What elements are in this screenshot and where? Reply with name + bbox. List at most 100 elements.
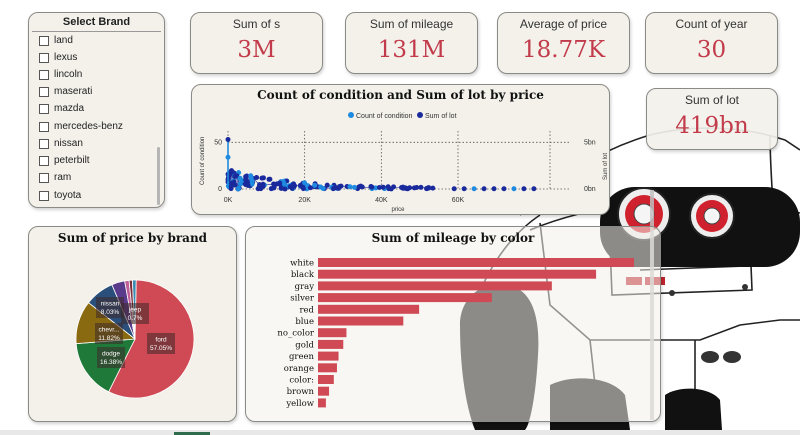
checkbox[interactable] (39, 155, 49, 166)
pie-label-name: nissan (101, 301, 120, 308)
checkbox[interactable] (39, 35, 49, 46)
page-tab-active[interactable] (174, 432, 210, 435)
scatter-chart: Count of condition Sum of lot Count of c… (200, 112, 609, 213)
data-point (511, 186, 517, 192)
slicer-item-label: ram (54, 172, 72, 183)
kpi-value: 30 (696, 37, 727, 63)
checkbox[interactable] (39, 190, 49, 201)
slicer-item[interactable]: mercedes-benz (39, 118, 123, 135)
bar-chart-card: Sum of mileage by color white black gray si… (245, 226, 661, 422)
slicer-item[interactable]: land (39, 32, 73, 49)
data-point (254, 175, 260, 181)
kpi-title: Average of price (519, 17, 608, 31)
bar (318, 363, 337, 373)
bar-category-label: white (290, 259, 314, 269)
checkbox[interactable] (39, 138, 49, 149)
checkbox[interactable] (39, 121, 49, 132)
kpi-value: 131M (377, 37, 446, 63)
checkbox[interactable] (39, 103, 49, 114)
slicer-item[interactable]: toyota (39, 187, 81, 204)
y2-axis-label: Sum of lot (603, 153, 609, 180)
slicer-item[interactable]: nissan (39, 135, 83, 152)
data-point (405, 186, 411, 192)
slicer-item-label: toyota (54, 190, 82, 201)
slicer-scrollbar[interactable] (157, 147, 160, 205)
pie-label-bg (96, 297, 124, 318)
bar (318, 269, 597, 279)
slicer-item-label: lexus (54, 52, 78, 63)
pie-label-pct: 16.38% (100, 359, 122, 366)
bar-category-label: red (299, 305, 314, 315)
slicer-item[interactable]: mazda (39, 100, 84, 117)
brand-slicer[interactable]: Select Brand land lexus lincoln maserati… (28, 12, 165, 208)
kpi-title: Sum of mileage (369, 17, 454, 31)
bar (318, 316, 404, 326)
y-axis-label: Count of condition (200, 137, 206, 185)
kpi-value: 18.77K (521, 37, 606, 63)
pie-label-bg (121, 303, 149, 324)
data-point (521, 186, 527, 192)
page-tab-strip (0, 430, 800, 435)
data-point (401, 185, 407, 191)
bar (318, 375, 334, 384)
data-point (324, 182, 330, 188)
data-point (331, 185, 337, 191)
data-point (244, 178, 250, 184)
chart-title: Sum of price by brand (57, 231, 208, 245)
bar (318, 386, 330, 396)
slicer-item-label: mazda (54, 103, 85, 114)
bar (318, 351, 339, 361)
checkbox[interactable] (39, 86, 49, 97)
data-point (481, 186, 487, 192)
data-point (358, 183, 364, 189)
data-point (245, 182, 251, 188)
slicer-item[interactable]: ram (39, 169, 71, 186)
kpi-card-sum-mileage: Sum of mileage 131M (345, 12, 478, 74)
y-tick-label: 50 (214, 139, 222, 146)
pie-label-name: jeep (128, 307, 142, 314)
kpi-card-average-price: Average of price 18.77K (497, 12, 630, 74)
data-point (248, 173, 254, 179)
data-point (297, 182, 303, 188)
slicer-item[interactable]: peterbilt (39, 152, 90, 169)
data-point (237, 175, 243, 181)
data-point (235, 186, 241, 192)
bar (318, 281, 552, 291)
y-tick-label: 0 (218, 186, 222, 193)
slicer-item-label: land (54, 35, 73, 46)
slicer-item[interactable]: maserati (39, 83, 92, 100)
checkbox[interactable] (39, 69, 49, 80)
kpi-card-sum-lot: Sum of lot 419bn (646, 88, 778, 150)
bar-category-label: black (291, 270, 315, 280)
bar (318, 398, 326, 408)
pie-label-name: ford (155, 337, 167, 344)
bar-category-label: brown (287, 387, 315, 397)
data-point (249, 178, 255, 184)
data-point (225, 154, 231, 160)
data-point (228, 180, 234, 186)
x-tick-label: 0K (224, 197, 233, 204)
kpi-value: 3M (237, 37, 276, 63)
bar-category-label: no_color (277, 329, 315, 339)
bar (318, 328, 347, 338)
data-point (369, 184, 375, 190)
y2-tick-label: 0bn (584, 186, 596, 193)
x-axis-label: price (391, 207, 405, 213)
bar-category-label: color: (289, 376, 314, 386)
checkbox[interactable] (39, 52, 49, 63)
pie-label-name: dodge (102, 351, 120, 358)
kpi-value: 419bn (675, 113, 749, 139)
slicer-item[interactable]: lexus (39, 49, 77, 66)
checkbox[interactable] (39, 172, 49, 183)
data-point (380, 184, 386, 190)
data-point (320, 186, 326, 192)
slicer-title: Select Brand (62, 16, 131, 28)
y2-tick-label: 5bn (584, 139, 596, 146)
pie-label-pct: 57.05% (150, 345, 172, 352)
bar (318, 304, 420, 314)
pie-label-name: chevr... (99, 327, 120, 334)
data-point (351, 184, 357, 190)
slicer-item[interactable]: lincoln (39, 66, 82, 83)
kpi-title: Sum of lot (684, 93, 740, 107)
